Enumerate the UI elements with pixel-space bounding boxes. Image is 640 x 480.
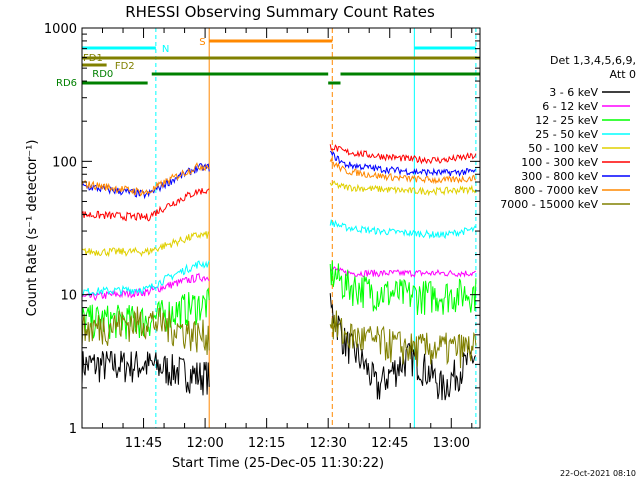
- legend-label-2: 12 - 25 keV: [535, 114, 598, 127]
- series-25-50-kev-trace-1: [81, 260, 210, 297]
- y-tick-label-2: 100: [52, 155, 77, 170]
- legend-label-7: 800 - 7000 keV: [514, 184, 598, 197]
- legend-header-line-1: Det 1,3,4,5,6,9,: [550, 54, 636, 67]
- x-tick-label-4: 12:45: [371, 436, 408, 451]
- legend-header-line-2: Att 0: [610, 68, 636, 81]
- flag-label-rd0: RD0: [92, 69, 113, 80]
- plot-frame: [81, 27, 481, 429]
- legend-label-6: 300 - 800 keV: [521, 170, 598, 183]
- flag-label-s: S: [199, 37, 205, 48]
- x-tick-label-1: 12:00: [186, 436, 223, 451]
- y-tick-label-1: 10: [60, 289, 77, 304]
- legend-label-1: 6 - 12 keV: [542, 100, 598, 113]
- series-50-100-kev-trace-2: [329, 180, 477, 197]
- flag-label-fd2: FD2: [115, 61, 135, 72]
- series-50-100-kev-trace-1: [81, 231, 210, 258]
- footer-timestamp: 22-Oct-2021 08:10: [560, 469, 636, 478]
- flag-label-fd1: FD1: [83, 53, 103, 64]
- series-7000-15000-kev-trace-2: [329, 310, 477, 369]
- chart-title: RHESSI Observing Summary Count Rates: [125, 3, 435, 21]
- series-6-12-kev-trace-1: [81, 272, 210, 302]
- y-tick-label-0: 1: [69, 422, 77, 437]
- series-7000-15000-kev-trace-1: [81, 306, 210, 356]
- series-800-7000-kev-trace-1: [81, 162, 210, 197]
- flag-label-n: N: [162, 44, 169, 55]
- y-axis-label: Count Rate (s⁻¹ detector⁻¹): [25, 140, 40, 317]
- series-6-12-kev-trace-2: [330, 266, 476, 278]
- x-tick-label-5: 13:00: [433, 436, 470, 451]
- series-3-6-kev-trace-1: [81, 350, 210, 396]
- x-tick-label-2: 12:15: [248, 436, 285, 451]
- series-12-25-kev-trace-2: [329, 260, 477, 316]
- series-100-300-kev-trace-1: [81, 188, 210, 222]
- x-axis-label: Start Time (25-Dec-05 11:30:22): [172, 456, 384, 471]
- legend-label-5: 100 - 300 keV: [521, 156, 598, 169]
- y-tick-label-3: 1000: [44, 22, 77, 37]
- series-25-50-kev-trace-2: [329, 219, 477, 240]
- series-800-7000-kev-trace-2: [329, 157, 477, 185]
- series-300-800-kev-trace-2: [329, 150, 477, 178]
- flag-label-rd6: RD6: [56, 78, 77, 89]
- x-tick-label-0: 11:45: [125, 436, 162, 451]
- legend-label-4: 50 - 100 keV: [528, 142, 598, 155]
- legend-label-0: 3 - 6 keV: [549, 86, 598, 99]
- series-100-300-kev-trace-2: [329, 144, 477, 165]
- legend-label-8: 7000 - 15000 keV: [500, 198, 598, 211]
- legend-label-3: 25 - 50 keV: [535, 128, 598, 141]
- x-tick-label-3: 12:30: [309, 436, 346, 451]
